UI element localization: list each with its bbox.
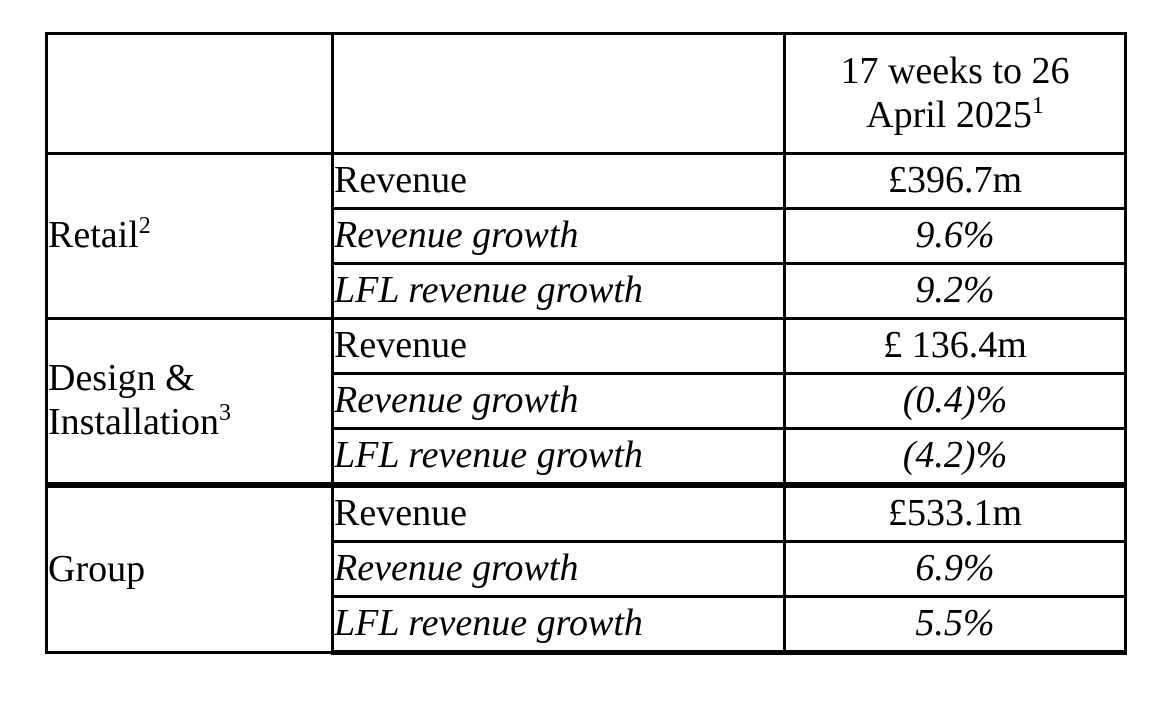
segment-name: Retail — [48, 214, 139, 257]
period-footnote-marker: 1 — [1031, 92, 1044, 119]
metric-label: Revenue — [331, 317, 786, 375]
metric-value: £533.1m — [783, 482, 1127, 543]
metric-value: 9.2% — [783, 262, 1127, 320]
table-row: Revenue growth 6.9% — [47, 540, 1127, 598]
metric-value: £ 136.4m — [783, 317, 1127, 375]
segment-footnote-marker: 3 — [218, 400, 231, 426]
segment-retail: Retail2 — [45, 152, 334, 320]
metric-value: £396.7m — [783, 152, 1127, 210]
metric-label: LFL revenue growth — [331, 427, 786, 487]
table-row: LFL revenue growth 9.2% — [47, 262, 1127, 320]
segment-group: Group — [45, 482, 334, 654]
period-header: 17 weeks to 26 April 20251 — [783, 32, 1127, 155]
segment-name-line-2: Installation — [48, 401, 219, 443]
table-row: Group Revenue £533.1m — [45, 482, 1127, 654]
metric-label: Revenue growth — [331, 540, 786, 598]
metric-label: LFL revenue growth — [331, 595, 786, 655]
table-row: Design & Installation3 Revenue £ 136.4m — [45, 317, 1127, 487]
table-row: LFL revenue growth (4.2)% — [47, 427, 1127, 487]
metric-value: 5.5% — [783, 595, 1127, 655]
metric-value: 6.9% — [783, 540, 1127, 598]
header-row: 17 weeks to 26 April 20251 — [45, 32, 1127, 155]
metric-label: Revenue growth — [331, 372, 786, 430]
segment-name: Group — [48, 547, 146, 590]
revenue-table: 17 weeks to 26 April 20251 Retail2 Reven… — [45, 32, 1127, 655]
metric-value: (4.2)% — [783, 427, 1127, 487]
segment-name-line-1: Design & — [48, 357, 195, 400]
metric-label: Revenue — [331, 152, 786, 210]
metric-value: (0.4)% — [783, 372, 1127, 430]
table-row: Revenue growth (0.4)% — [47, 372, 1127, 430]
metric-label: Revenue growth — [331, 207, 786, 265]
metric-label: LFL revenue growth — [331, 262, 786, 320]
header-empty-cell-1 — [45, 32, 334, 155]
header-empty-cell-2 — [331, 32, 786, 155]
table-row: Retail2 Revenue £396.7m — [45, 152, 1127, 320]
period-line-2: April 2025 — [866, 93, 1032, 136]
table-row: Revenue growth 9.6% — [47, 207, 1127, 265]
table-row: LFL revenue growth 5.5% — [47, 595, 1127, 655]
segment-footnote-marker: 2 — [138, 213, 151, 240]
metric-value: 9.6% — [783, 207, 1127, 265]
metric-label: Revenue — [331, 482, 786, 543]
period-line-1: 17 weeks to 26 — [840, 49, 1070, 92]
segment-design-installation: Design & Installation3 — [45, 317, 334, 487]
